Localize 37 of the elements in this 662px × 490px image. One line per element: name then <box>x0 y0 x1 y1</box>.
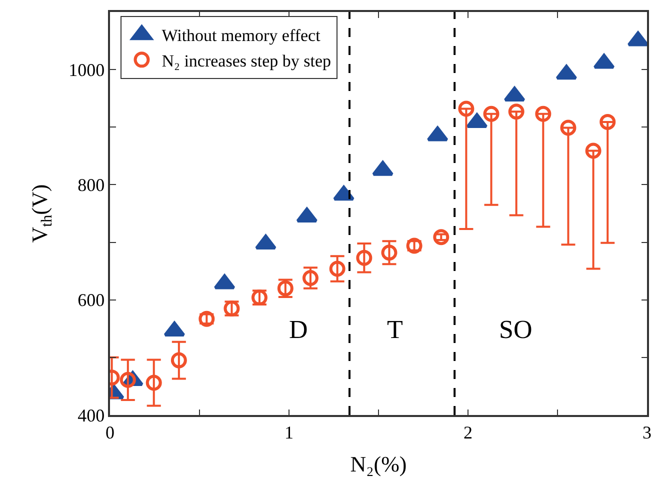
annotation: T <box>387 315 403 344</box>
point <box>458 100 474 117</box>
point <box>302 270 318 286</box>
y-tick-label: 800 <box>78 175 105 196</box>
x-tick-label: 1 <box>284 422 294 442</box>
y-tick-label: 1000 <box>68 60 105 80</box>
point <box>433 229 450 246</box>
point <box>333 186 355 201</box>
point <box>535 106 552 122</box>
y-tick-label: 400 <box>78 405 105 426</box>
point <box>120 372 136 388</box>
point <box>560 120 576 136</box>
point <box>146 374 162 391</box>
legend-label: N₂ increases step by step <box>162 51 332 70</box>
point <box>466 113 488 128</box>
x-tick-label: 2 <box>464 422 472 442</box>
point <box>508 104 524 120</box>
point <box>504 86 526 102</box>
point <box>372 160 394 176</box>
point <box>329 260 346 277</box>
point <box>593 54 615 69</box>
point <box>585 142 602 159</box>
x-tick-label: 0 <box>106 422 114 442</box>
y-tick-label: 600 <box>78 290 105 310</box>
point <box>381 244 398 261</box>
x-tick-label: 3 <box>642 422 652 442</box>
point <box>170 352 187 368</box>
x-axis-title: N₂(%) <box>350 452 407 477</box>
point <box>483 106 500 122</box>
legend-label: Without memory effect <box>162 26 321 46</box>
point <box>426 126 448 142</box>
annotation: SO <box>499 315 532 344</box>
point <box>254 234 276 250</box>
annotation: D <box>289 315 308 344</box>
point <box>356 250 372 266</box>
point <box>556 64 578 80</box>
point <box>600 114 616 130</box>
